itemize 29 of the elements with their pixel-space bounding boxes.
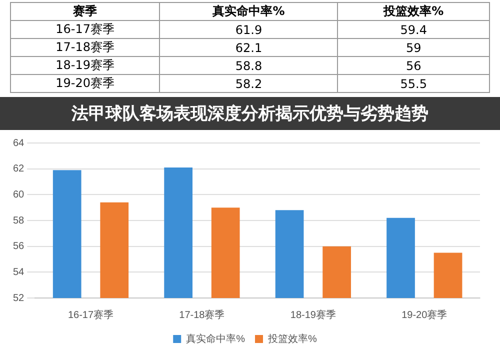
category-label: 18-19赛季	[10, 56, 160, 74]
data-label: 56	[338, 56, 490, 74]
y-tick-label: 52	[13, 292, 25, 304]
x-tick-label: 16-17赛季	[68, 308, 114, 321]
text: 投篮效率%	[338, 2, 490, 20]
text: 赛季	[10, 2, 160, 20]
legend-label: 真实命中率%	[186, 332, 246, 345]
data-label: 58.8	[160, 56, 338, 74]
y-tick-label: 56	[13, 241, 25, 252]
y-tick-label: 64	[13, 138, 25, 149]
data-label: 58.2	[160, 74, 338, 92]
y-tick-label: 58	[13, 215, 25, 226]
category-label: 17-18赛季	[10, 38, 160, 56]
y-tick-label: 54	[13, 266, 25, 278]
category-label: 16-17赛季	[10, 20, 160, 38]
y-tick-label: 60	[13, 189, 25, 200]
category-label: 19-20赛季	[10, 74, 160, 92]
x-tick-label: 17-18赛季	[179, 308, 225, 321]
y-tick-label: 62	[13, 164, 25, 175]
chart-title: 法甲球队客场表现深度分析揭示优势与劣势趋势	[0, 97, 500, 130]
data-label: 59	[338, 38, 490, 56]
data-label: 62.1	[160, 38, 338, 56]
x-tick-label: 19-20赛季	[402, 308, 448, 321]
data-label: 59.4	[338, 20, 490, 38]
x-tick-label: 18-19赛季	[290, 308, 336, 321]
text: 真实命中率%	[160, 2, 338, 20]
data-label: 61.9	[160, 20, 338, 38]
legend-label: 投篮效率%	[267, 332, 317, 345]
data-label: 55.5	[338, 74, 490, 92]
